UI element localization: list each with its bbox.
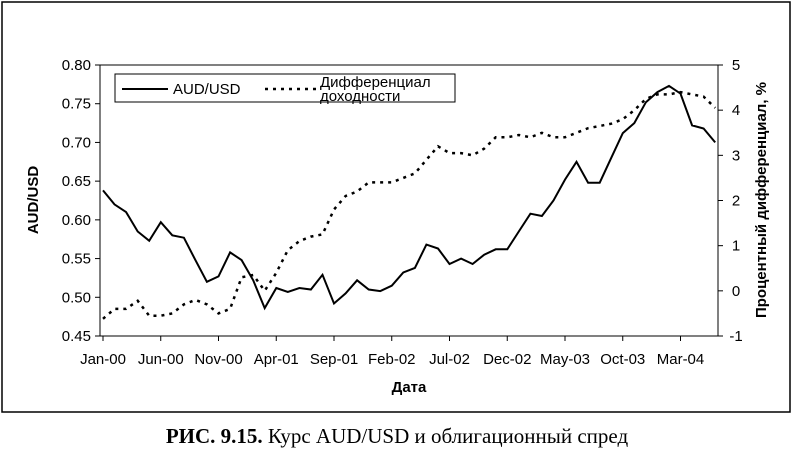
right-tick-label: 4 (732, 102, 740, 119)
x-tick-label: Jan-00 (80, 351, 126, 368)
right-tick-label: 0 (732, 283, 740, 300)
right-tick-label: 3 (732, 147, 740, 164)
right-tick-label: -1 (729, 328, 742, 345)
left-tick-label: 0.45 (62, 328, 91, 345)
x-tick-label: Oct-03 (600, 351, 645, 368)
left-tick-label: 0.65 (62, 173, 91, 190)
x-tick-label: Jul-02 (429, 351, 470, 368)
x-tick-label: Nov-00 (194, 351, 242, 368)
legend-box (114, 73, 456, 103)
x-axis-title: Дата (392, 379, 427, 396)
series-yield-differential-line (102, 90, 717, 320)
chart: 0.45 0.50 0.55 0.60 0.65 0.70 0.75 0.80 -1 0 1 2 3 4… (1, 1, 791, 413)
left-axis-title: AUD/USD (25, 166, 42, 235)
right-axis-title: Процентный дифференциал, % (753, 82, 770, 318)
x-tick-label: Mar-04 (657, 351, 705, 368)
left-tick-label: 0.70 (62, 134, 91, 151)
right-tick-label: 1 (732, 238, 740, 255)
x-tick-label: Dec-02 (483, 351, 531, 368)
series-aud-usd-line (102, 84, 716, 311)
figure-caption-text: Курс AUD/USD и облигационный спред (267, 424, 629, 448)
x-axis-ticks: Jan-00 Jun-00 Nov-00 Apr-01 Sep-01 Feb-02 Jul-… (80, 336, 704, 368)
left-tick-label: 0.75 (62, 96, 91, 113)
figure-number: РИС. 9.15. (165, 424, 263, 448)
chart-border (1, 1, 791, 413)
x-tick-label: Jun-00 (138, 351, 184, 368)
right-tick-label: 5 (732, 57, 740, 74)
legend-label-differential-line1: Дифференциал (320, 74, 431, 91)
left-axis-ticks: 0.45 0.50 0.55 0.60 0.65 0.70 0.75 0.80 (62, 57, 100, 345)
right-tick-label: 2 (732, 193, 740, 210)
x-tick-label: May-03 (540, 351, 590, 368)
figure-caption: РИС. 9.15. Курс AUD/USD и облигационный … (0, 424, 794, 449)
x-tick-label: Apr-01 (254, 351, 299, 368)
left-tick-label: 0.80 (62, 57, 91, 74)
legend: AUD/USD Дифференциал доходности (114, 73, 456, 105)
legend-label-aud-usd: AUD/USD (173, 81, 241, 98)
left-tick-label: 0.55 (62, 251, 91, 268)
x-tick-label: Feb-02 (368, 351, 416, 368)
right-axis-ticks: -1 0 1 2 3 4 5 (718, 57, 743, 345)
plot-area-frame (99, 64, 719, 337)
legend-label-differential-line2: доходности (320, 88, 400, 105)
left-tick-label: 0.50 (62, 289, 91, 306)
left-tick-label: 0.60 (62, 212, 91, 229)
x-tick-label: Sep-01 (310, 351, 358, 368)
